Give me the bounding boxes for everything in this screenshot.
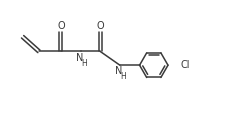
- Text: N: N: [76, 53, 83, 63]
- Text: O: O: [96, 21, 104, 31]
- Text: N: N: [115, 66, 122, 76]
- Text: O: O: [57, 21, 65, 31]
- Text: H: H: [121, 72, 126, 81]
- Text: H: H: [81, 59, 87, 68]
- Text: Cl: Cl: [180, 60, 189, 70]
